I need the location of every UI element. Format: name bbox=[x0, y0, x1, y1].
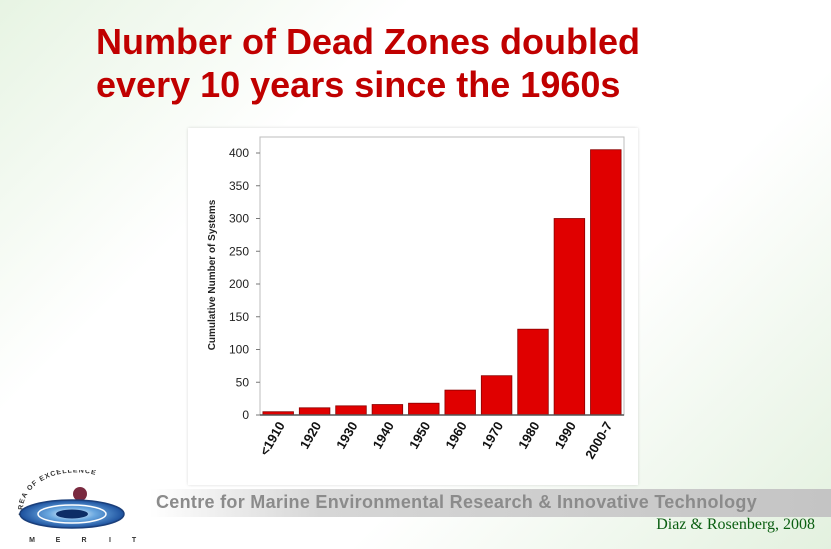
y-axis-label: Cumulative Number of Systems bbox=[207, 199, 218, 350]
y-ticks-layer: 0 50 100 150 200 250 300 350 400 bbox=[229, 146, 260, 422]
y-tick-label: 350 bbox=[229, 179, 249, 193]
y-tick-label: 0 bbox=[242, 408, 249, 422]
y-tick-label: 400 bbox=[229, 146, 249, 160]
slide-title: Number of Dead Zones doubled every 10 ye… bbox=[96, 20, 640, 106]
bar bbox=[335, 405, 367, 416]
x-tick-label: 1920 bbox=[297, 419, 324, 452]
y-tick: 350 bbox=[229, 179, 260, 193]
y-tick: 200 bbox=[229, 277, 260, 291]
y-tick-label: 250 bbox=[229, 244, 249, 258]
x-tick-label: 1970 bbox=[479, 419, 506, 452]
y-tick: 0 bbox=[242, 408, 260, 422]
banner-strip bbox=[150, 489, 831, 517]
x-tick-label: 1940 bbox=[370, 419, 397, 452]
logo-letter: I bbox=[109, 537, 111, 544]
bar bbox=[517, 328, 549, 416]
y-tick: 300 bbox=[229, 212, 260, 226]
citation: Diaz & Rosenberg, 2008 bbox=[656, 516, 815, 533]
slide-title-line-2: every 10 years since the 1960s bbox=[96, 64, 621, 105]
y-tick-label: 150 bbox=[229, 310, 249, 324]
x-tick-label: 1990 bbox=[552, 419, 579, 452]
logo-letter: E bbox=[56, 537, 61, 544]
x-labels-layer: <1910 1920 1930 1940 1950 1960 1970 1980 1990 200… bbox=[257, 419, 616, 462]
bar bbox=[480, 375, 513, 416]
x-tick-label: 1950 bbox=[406, 419, 433, 452]
y-tick: 400 bbox=[229, 146, 260, 160]
x-tick-label: 1930 bbox=[333, 419, 360, 452]
chart-panel: 0 50 100 150 200 250 300 350 400 <1910 1920 1930 19… bbox=[188, 128, 638, 485]
bar bbox=[590, 149, 622, 416]
bar bbox=[444, 389, 476, 416]
logo-disc-ring bbox=[37, 504, 107, 524]
y-tick: 250 bbox=[229, 244, 260, 258]
axes-layer bbox=[259, 136, 625, 416]
bar-chart: 0 50 100 150 200 250 300 350 400 <1910 1920 1930 19… bbox=[207, 136, 625, 462]
slide-title-line-1: Number of Dead Zones doubled bbox=[96, 21, 641, 62]
y-tick: 50 bbox=[236, 375, 260, 389]
y-tick-label: 300 bbox=[229, 212, 249, 226]
y-tick-label: 50 bbox=[236, 375, 250, 389]
logo-letter: T bbox=[132, 537, 137, 544]
bar bbox=[553, 218, 586, 416]
x-tick-label: <1910 bbox=[257, 419, 288, 458]
globe-icon bbox=[73, 487, 87, 501]
x-tick-label: 1960 bbox=[442, 419, 469, 452]
logo-letter: M bbox=[29, 537, 35, 544]
y-tick-label: 100 bbox=[229, 343, 249, 357]
banner-text: Centre for Marine Environmental Research… bbox=[156, 492, 757, 512]
bar bbox=[371, 404, 404, 416]
x-tick-label: 2000-7 bbox=[582, 419, 615, 462]
logo-disc-core bbox=[56, 509, 88, 519]
bars-layer bbox=[262, 149, 622, 416]
y-tick: 100 bbox=[229, 343, 260, 357]
x-tick-label: 1980 bbox=[515, 419, 542, 452]
y-tick: 150 bbox=[229, 310, 260, 324]
logo-letter: R bbox=[81, 537, 86, 544]
bar bbox=[298, 407, 331, 416]
y-tick-label: 200 bbox=[229, 277, 249, 291]
bar bbox=[408, 402, 440, 416]
